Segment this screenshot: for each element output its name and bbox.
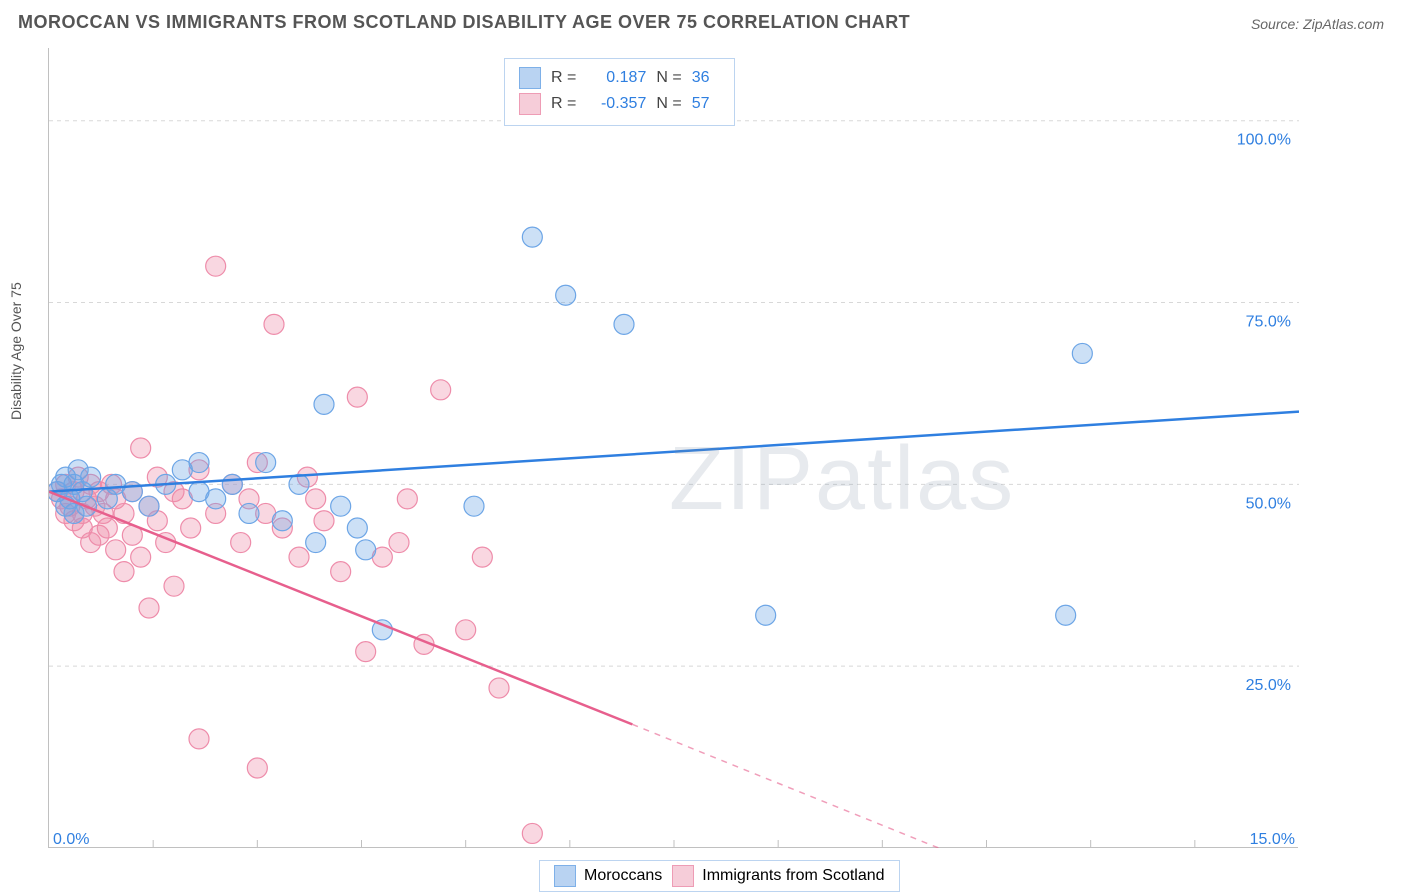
n-label: N = [656,95,681,113]
n-value-series2: 57 [692,95,720,113]
plot-area: 25.0%50.0%75.0%100.0%0.0%15.0% ZIPatlas … [48,48,1298,848]
r-label: R = [551,95,576,113]
chart-title: MOROCCAN VS IMMIGRANTS FROM SCOTLAND DIS… [18,12,910,33]
stats-row-series1: R = 0.187 N = 36 [519,65,720,91]
legend-item-series1: Moroccans [554,865,662,887]
svg-text:100.0%: 100.0% [1237,132,1291,149]
legend-label-series2: Immigrants from Scotland [702,867,884,885]
source-attribution: Source: ZipAtlas.com [1251,16,1384,32]
svg-text:15.0%: 15.0% [1250,831,1295,848]
r-value-series1: 0.187 [586,69,646,87]
r-value-series2: -0.357 [586,95,646,113]
n-value-series1: 36 [692,69,720,87]
legend-item-series2: Immigrants from Scotland [672,865,884,887]
swatch-series1 [519,67,541,89]
n-label: N = [656,69,681,87]
stats-row-series2: R = -0.357 N = 57 [519,91,720,117]
swatch-series1 [554,865,576,887]
scatter-chart-svg: 25.0% 50.0% 75.0% 100.0% 0.0% 15.0% [49,48,1299,848]
svg-text:0.0%: 0.0% [53,831,89,848]
correlation-stats-box: R = 0.187 N = 36 R = -0.357 N = 57 [504,58,735,126]
y-axis-label: Disability Age Over 75 [8,282,24,420]
svg-text:75.0%: 75.0% [1246,314,1291,331]
legend-label-series1: Moroccans [584,867,662,885]
swatch-series2 [519,93,541,115]
swatch-series2 [672,865,694,887]
svg-text:25.0%: 25.0% [1246,677,1291,694]
series-legend: Moroccans Immigrants from Scotland [539,860,900,892]
r-label: R = [551,69,576,87]
svg-text:50.0%: 50.0% [1246,495,1291,512]
